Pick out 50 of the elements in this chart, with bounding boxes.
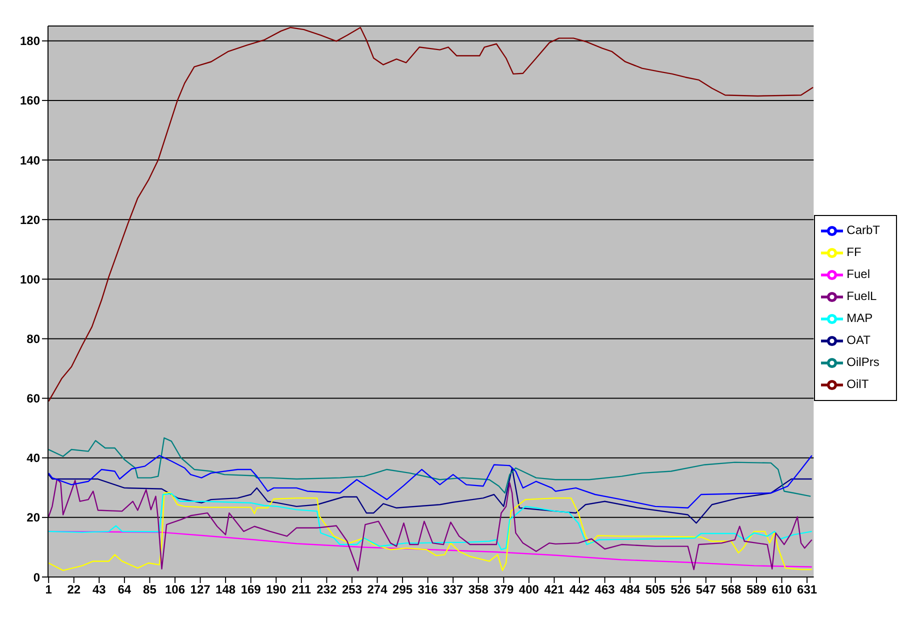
x-tick-label: 568 [721,582,742,597]
y-tick-label: 140 [20,153,40,168]
y-tick-label: 20 [26,510,40,525]
x-tick-label: 274 [367,582,388,597]
x-tick-label: 211 [292,582,312,597]
y-tick-label: 0 [33,570,40,584]
legend-label: OAT [846,333,870,348]
x-tick-label: 64 [118,582,132,597]
legend-label: CarbT [846,223,880,238]
x-tick-label: 421 [544,582,565,597]
x-tick-label: 85 [143,582,157,597]
legend-label: MAP [846,311,873,326]
x-tick-label: 232 [316,582,338,597]
y-tick-label: 80 [26,332,40,346]
x-tick-label: 106 [164,582,186,597]
x-tick-label: 631 [797,582,818,597]
legend-label: OilPrs [846,355,880,370]
x-tick-label: 400 [518,582,540,597]
x-tick-label: 127 [190,582,211,597]
x-tick-label: 253 [342,582,362,597]
x-tick-label: 463 [594,582,616,597]
x-tick-label: 22 [67,582,81,597]
x-tick-label: 43 [92,582,106,597]
x-tick-label: 526 [670,582,691,597]
line-series [48,437,812,497]
x-tick-label: 1 [45,582,52,597]
legend-label: FF [846,245,862,260]
y-tick-label: 40 [26,451,40,466]
y-tick-label: 60 [26,392,40,406]
x-tick-label: 295 [392,582,413,597]
x-tick-label: 169 [240,582,262,597]
legend-label: Fuel [846,267,870,282]
legend-label: OilT [846,377,869,392]
y-tick-label: 180 [20,34,40,48]
x-tick-label: 190 [266,582,286,597]
x-tick-label: 358 [468,582,489,597]
y-tick-label: 120 [20,212,40,227]
x-tick-label: 379 [494,582,514,597]
x-tick-label: 547 [696,582,716,597]
x-tick-label: 148 [216,582,236,597]
legend-label: FuelL [846,289,877,304]
x-tick-label: 484 [620,582,640,597]
y-tick-label: 160 [20,94,40,108]
x-tick-label: 505 [645,582,666,597]
x-tick-label: 337 [443,582,464,597]
x-tick-label: 316 [418,582,438,597]
y-tick-label: 100 [20,272,40,286]
x-tick-label: 589 [746,582,767,597]
x-tick-label: 442 [569,582,590,597]
x-tick-label: 610 [772,582,792,597]
